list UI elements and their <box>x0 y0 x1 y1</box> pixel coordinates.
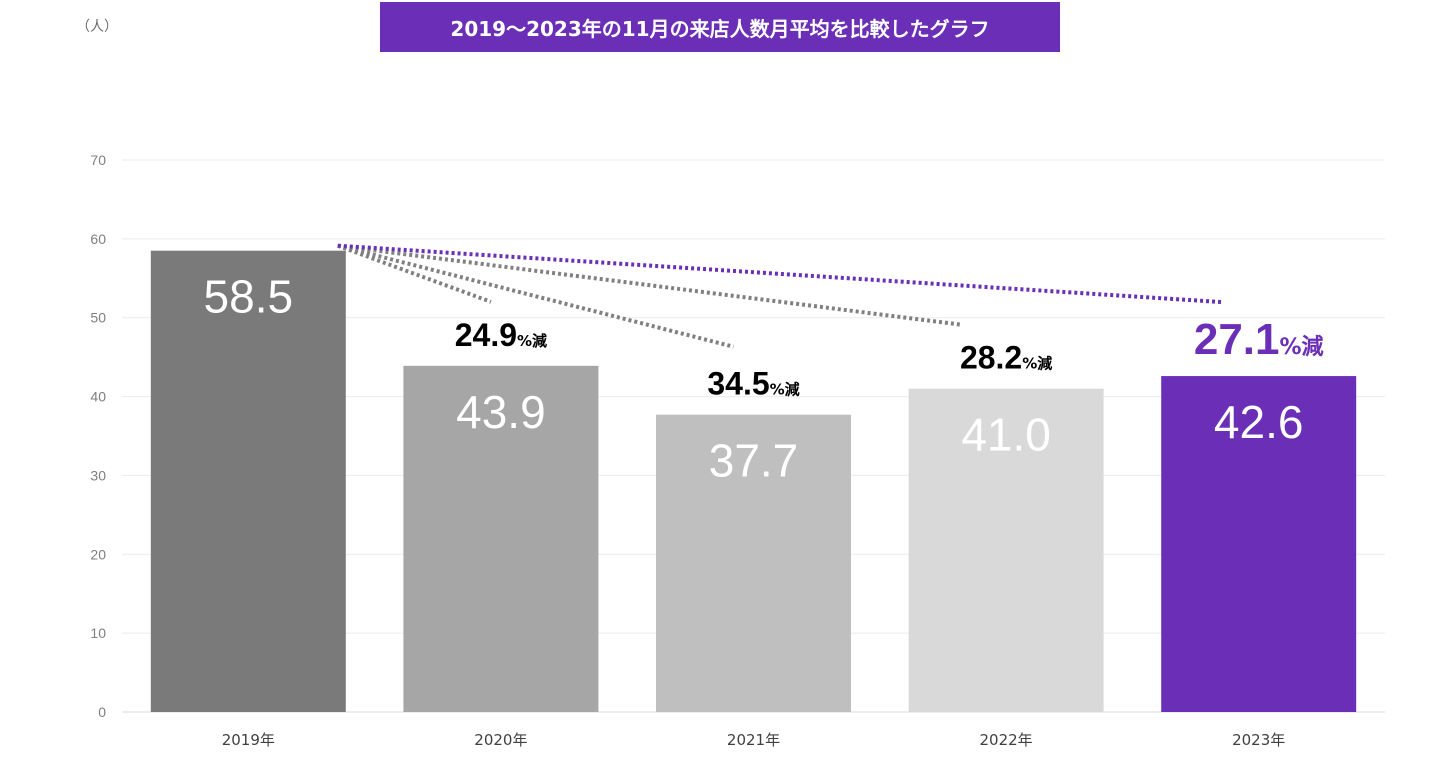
value-labels: 58.5 43.9 37.7 41.0 42.6 <box>204 271 1304 487</box>
y-tick-label: 0 <box>98 704 106 720</box>
bar-value-label: 42.6 <box>1214 396 1304 448</box>
x-tick-label: 2019年 <box>222 731 275 749</box>
bar-2021年 <box>656 414 851 712</box>
bar-value-label: 41.0 <box>961 409 1051 461</box>
y-tick-label: 10 <box>90 625 106 641</box>
y-tick-label: 60 <box>90 231 106 247</box>
bar-2023年 <box>1161 376 1357 712</box>
comparison-line <box>337 243 962 327</box>
decrease-annotations: 24.9%減34.5%減28.2%減 27.1%減 <box>455 315 1324 402</box>
x-tick-label: 2023年 <box>1232 731 1285 749</box>
bar-value-label: 58.5 <box>204 271 294 323</box>
chart-title: 2019〜2023年の11月の来店人数月平均を比較したグラフ <box>380 2 1060 52</box>
comparison-line <box>337 243 1222 305</box>
y-tick-label: 70 <box>90 152 106 168</box>
annotation-percent-value: 34.5 <box>707 366 769 402</box>
bar-2020年 <box>403 365 599 712</box>
x-tick-label: 2020年 <box>474 731 527 749</box>
annotation-unit: %減 <box>1022 355 1052 373</box>
annotation-percent-value: 27.1 <box>1194 315 1280 364</box>
annotation-percent-value: 24.9 <box>455 317 517 353</box>
comparison-line <box>337 243 734 349</box>
bar-2022年 <box>908 388 1104 712</box>
annotation-unit: %減 <box>517 332 547 350</box>
annotation-unit: %減 <box>770 381 800 399</box>
annotation-percent-value: 28.2 <box>960 340 1022 376</box>
bar-2019年 <box>150 250 346 712</box>
bar-value-label: 37.7 <box>709 435 799 487</box>
y-tick-label: 30 <box>90 467 106 483</box>
comparison-lines <box>337 243 1222 349</box>
bar-value-label: 43.9 <box>456 386 546 438</box>
y-axis-ticks: 0 10 20 30 40 50 60 70 <box>90 152 106 720</box>
y-tick-label: 50 <box>90 310 106 326</box>
decrease-annotation: 28.2%減 <box>960 340 1052 376</box>
x-tick-label: 2022年 <box>980 731 1033 749</box>
y-tick-label: 20 <box>90 546 106 562</box>
x-axis-ticks: 2019年 2020年 2021年 2022年 2023年 <box>222 731 1286 749</box>
comparison-line <box>337 243 492 304</box>
y-tick-label: 40 <box>90 389 106 405</box>
decrease-annotation: 27.1%減 <box>1194 315 1324 364</box>
y-axis-unit-label: （人） <box>76 19 118 35</box>
decrease-annotation: 34.5%減 <box>707 366 799 402</box>
decrease-annotation: 24.9%減 <box>455 317 547 353</box>
x-tick-label: 2021年 <box>727 731 780 749</box>
bars <box>150 250 1357 712</box>
annotation-unit: %減 <box>1279 335 1323 360</box>
